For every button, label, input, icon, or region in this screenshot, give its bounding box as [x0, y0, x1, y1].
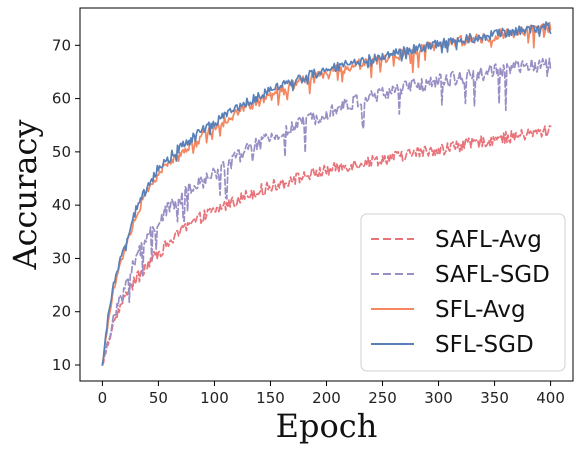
x-tick-label: 100	[200, 389, 229, 407]
x-tick-label: 400	[536, 389, 565, 407]
legend-label: SFL-SGD	[435, 332, 534, 358]
y-axis-title: Accuracy	[6, 120, 44, 271]
y-tick-label: 70	[52, 36, 71, 54]
y-axis: 10 20 30 40 50 60 70	[52, 36, 80, 374]
legend-label: SAFL-SGD	[435, 262, 550, 288]
y-tick-label: 20	[52, 303, 71, 321]
y-tick-label: 40	[52, 196, 71, 214]
x-axis: 0 50 100 150 200 250 300 350 400	[98, 381, 565, 407]
x-tick-label: 0	[98, 389, 108, 407]
x-tick-label: 300	[424, 389, 453, 407]
x-tick-label: 350	[480, 389, 509, 407]
x-tick-label: 200	[312, 389, 341, 407]
series-line-sfl-sgd	[101, 21, 552, 366]
y-tick-label: 10	[52, 356, 71, 374]
x-tick-label: 150	[256, 389, 285, 407]
legend-box	[360, 213, 566, 372]
y-tick-label: 30	[52, 249, 71, 267]
x-axis-title: Epoch	[276, 407, 378, 445]
x-tick-label: 250	[368, 389, 397, 407]
legend-label: SAFL-Avg	[435, 227, 542, 253]
y-tick-label: 50	[52, 143, 71, 161]
legend-label: SFL-Avg	[435, 297, 526, 323]
series-line-safl-avg	[101, 125, 552, 366]
plot-area	[101, 21, 552, 366]
x-tick-label: 50	[149, 389, 168, 407]
y-tick-label: 60	[52, 90, 71, 108]
legend: SAFL-Avg SAFL-SGD SFL-Avg SFL-SGD	[360, 213, 566, 372]
series-line-safl-sgd	[101, 57, 552, 366]
